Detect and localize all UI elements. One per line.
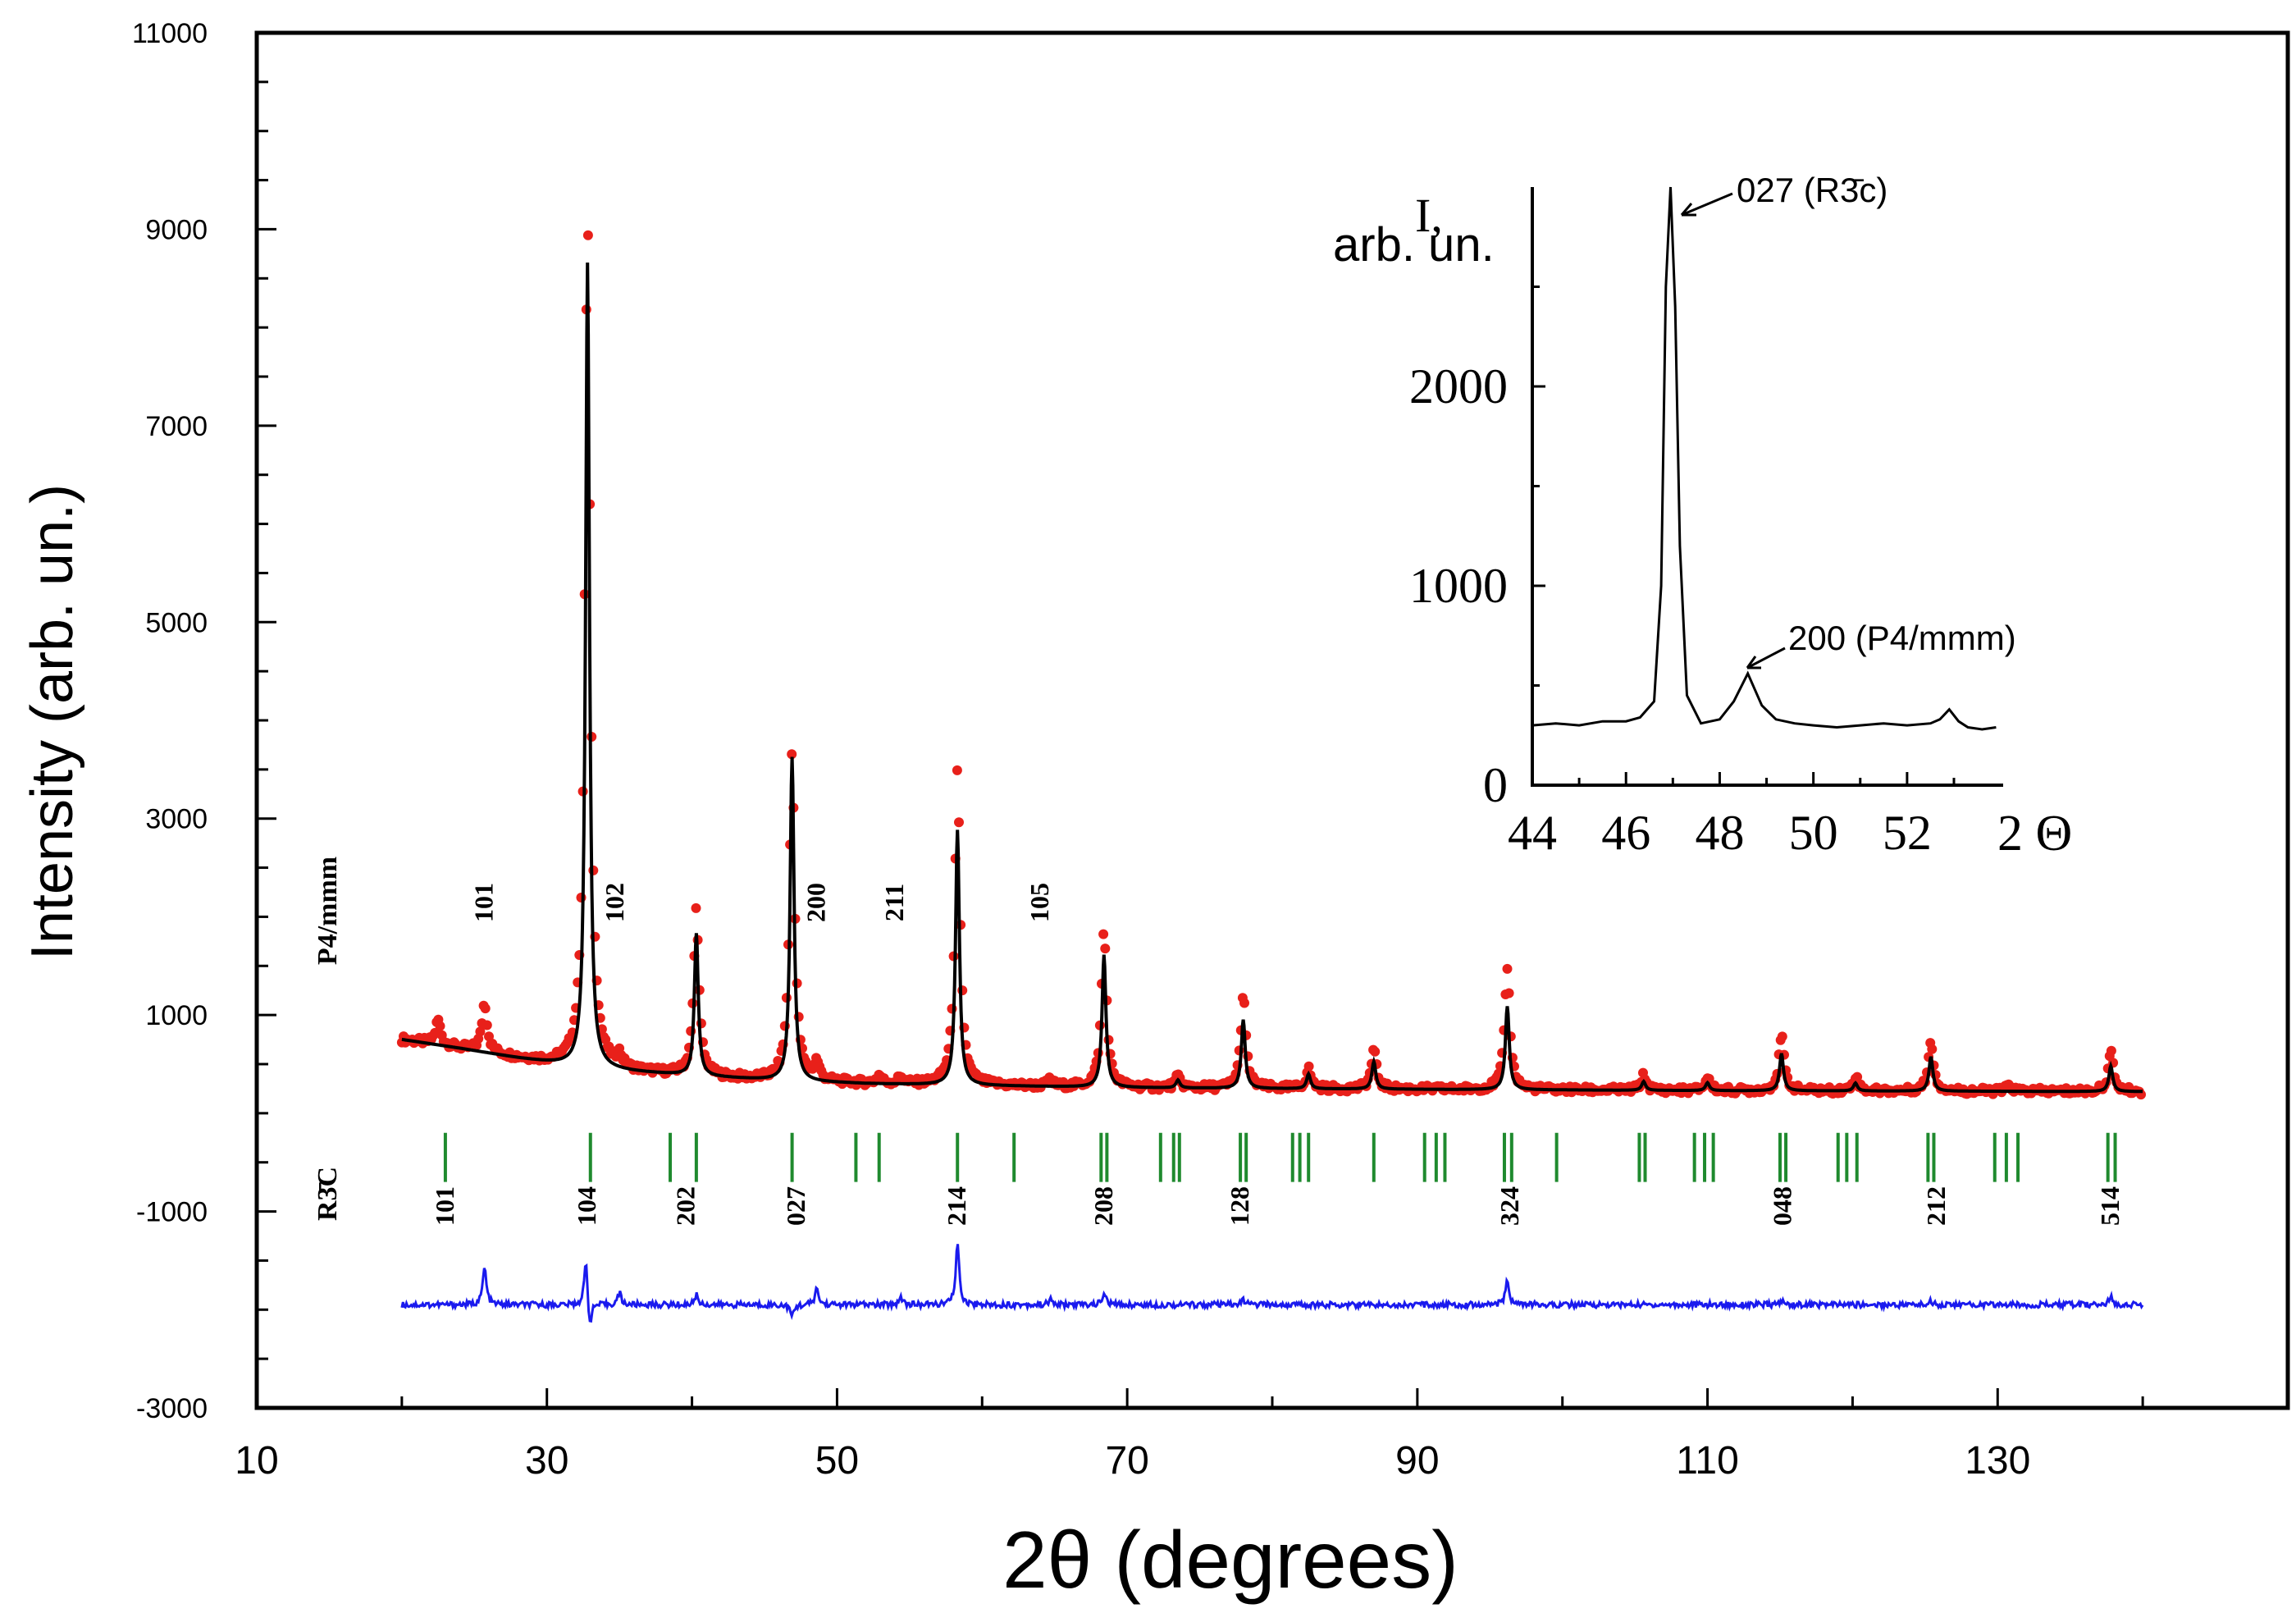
inset-x-tick-label: 52 — [1883, 806, 1932, 860]
observed-point — [691, 902, 701, 913]
p4mmm-hkl-label: 101 — [469, 883, 499, 922]
inset-y-ticks: 0 1000 2000 — [1409, 286, 1545, 812]
inset-y-label-line1: I, — [1415, 189, 1443, 242]
x-tick-label: 50 — [815, 1439, 859, 1483]
observed-point — [1927, 1044, 1938, 1054]
observed-point — [1852, 1072, 1863, 1082]
observed-point — [1303, 1061, 1314, 1072]
r3c-hkl-label: 208 — [1089, 1186, 1118, 1226]
observed-point — [582, 230, 593, 240]
observed-point — [588, 865, 599, 875]
main-y-axis-label: Intensity (arb. un.) — [20, 484, 85, 960]
observed-point — [480, 1003, 491, 1014]
r3c-hkl-label: 101 — [430, 1186, 459, 1226]
x-tick-label: 90 — [1395, 1439, 1439, 1483]
phase-label-p4mmm: P4/mmm — [313, 857, 343, 965]
y-tick-label: 3000 — [145, 804, 208, 835]
r3c-hkl-label: 128 — [1225, 1186, 1254, 1226]
inset-y-tick-label: 0 — [1483, 758, 1508, 812]
y-tick-label: 11000 — [132, 18, 208, 49]
observed-point — [2106, 1045, 2116, 1056]
r3c-hkl-label: 514 — [2095, 1186, 2125, 1226]
difference-series — [400, 1244, 2144, 1323]
r3c-hkl-label: 324 — [1495, 1186, 1524, 1226]
r3c-hkl-label: 202 — [670, 1186, 700, 1226]
observed-point — [1370, 1046, 1381, 1057]
r3c-hkl-label: 214 — [942, 1186, 971, 1226]
inset-annotation-200: 200 (P4/mmm) — [1788, 619, 2016, 657]
inset-annotation-027: 027 (R3̄c) — [1737, 171, 1887, 209]
main-x-ticks: 10 30 50 70 90 110 130 — [235, 1388, 2289, 1483]
r3c-hkl-label: 104 — [572, 1186, 601, 1226]
y-tick-label: 7000 — [145, 411, 208, 442]
inset-annotation-027-arrow — [1680, 192, 1733, 217]
y-tick-label: 5000 — [145, 607, 208, 638]
inset-background — [1329, 123, 2256, 861]
p4mmm-hkl-label: 105 — [1025, 883, 1054, 922]
inset-annotation-200-arrow — [1746, 647, 1786, 669]
observed-point — [1239, 998, 1249, 1008]
y-tick-label: -1000 — [136, 1197, 208, 1228]
observed-point — [435, 1021, 445, 1031]
inset-x-tick-label: 46 — [1601, 806, 1650, 860]
main-x-axis-label: 2θ (degrees) — [1002, 1515, 1458, 1605]
inset-x-label: 2 Θ — [1997, 806, 2072, 861]
main-y-ticks: -3000 -1000 1000 3000 5000 7000 9000 11000 — [132, 18, 276, 1424]
observed-point — [787, 749, 797, 760]
observed-point — [1777, 1031, 1787, 1042]
p4mmm-hkl-label: 211 — [879, 884, 909, 921]
inset-intensity-series — [1531, 186, 1997, 731]
x-tick-label: 70 — [1105, 1439, 1148, 1483]
observed-point — [952, 765, 962, 775]
x-tick-label: 130 — [1965, 1439, 2030, 1483]
y-tick-label: 1000 — [145, 1000, 208, 1031]
observed-point — [1504, 988, 1514, 998]
p4mmm-hkl-label: 102 — [600, 883, 629, 922]
x-tick-label: 10 — [235, 1439, 278, 1483]
inset-y-tick-label: 1000 — [1409, 559, 1508, 613]
p4mmm-hkl-labels: 101 102 200 211 105 — [469, 883, 1054, 922]
observed-point — [954, 817, 964, 828]
calculated-series — [401, 262, 2143, 1094]
inset-x-tick-label: 50 — [1789, 806, 1838, 860]
phase-label-r3c: R3̄C — [313, 1167, 343, 1221]
inset-x-tick-label: 44 — [1508, 806, 1557, 860]
observed-point — [475, 1026, 486, 1037]
x-tick-label: 30 — [525, 1439, 568, 1483]
observed-point — [1100, 944, 1111, 954]
bragg-tick-marks — [443, 1132, 2117, 1182]
observed-point — [1098, 929, 1109, 939]
inset-y-tick-label: 2000 — [1409, 359, 1508, 414]
p4mmm-hkl-label: 200 — [801, 883, 831, 922]
observed-point — [482, 1020, 492, 1030]
inset-y-label-line2: arb. un. — [1333, 218, 1495, 272]
r3c-hkl-label: 212 — [1921, 1186, 1951, 1226]
inset-x-ticks: 44 46 48 50 52 — [1508, 772, 1956, 860]
y-tick-label: -3000 — [136, 1393, 208, 1424]
r3c-hkl-label: 048 — [1768, 1186, 1797, 1226]
observed-point — [1502, 963, 1513, 974]
r3c-hkl-label: 027 — [781, 1186, 810, 1226]
r3c-hkl-labels: 101 104 202 027 214 208 128 324 048 212 514 — [430, 1186, 2125, 1226]
y-tick-label: 9000 — [145, 214, 208, 245]
x-tick-label: 110 — [1676, 1439, 1739, 1483]
inset-x-tick-label: 48 — [1695, 806, 1744, 860]
